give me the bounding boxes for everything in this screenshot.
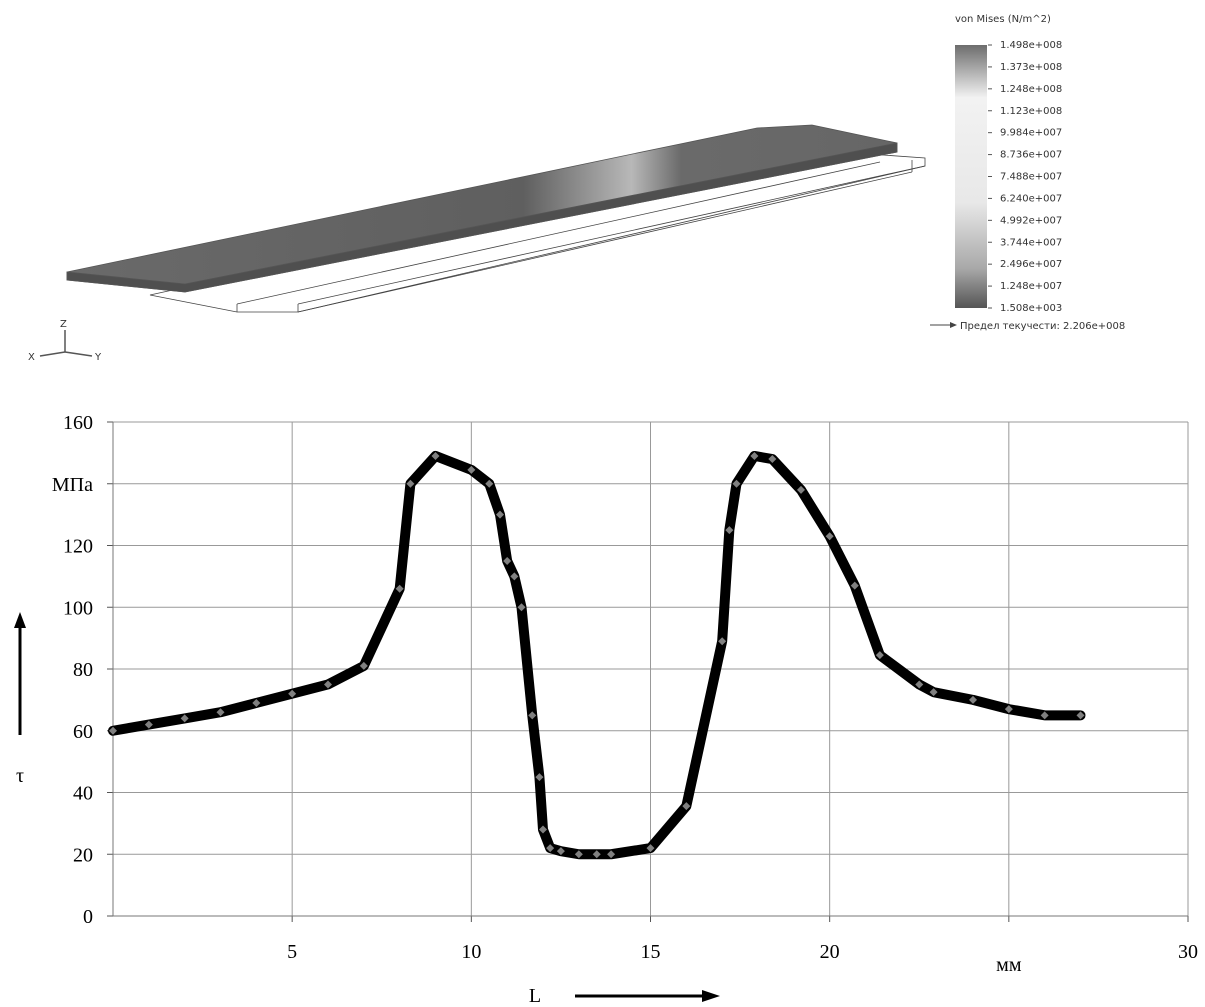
y-tick-label: 120 — [63, 536, 93, 558]
y-axis-label: τ — [16, 765, 24, 787]
legend-label: 9.984e+007 — [1000, 128, 1062, 139]
axis-triad — [40, 330, 92, 356]
legend-label: 1.508e+003 — [1000, 303, 1062, 314]
legend-label: 7.488e+007 — [1000, 172, 1062, 183]
chart: 0 20 40 60 80 100 120 МПа 160 5 10 15 20 мм 30 — [52, 412, 1198, 976]
y-tick-label: 80 — [73, 659, 93, 681]
legend-label: 3.744e+007 — [1000, 237, 1062, 248]
triad-label: X — [28, 352, 35, 363]
page: Z X Y von Mises (N/m^2) 1.498e+008 1.373e… — [0, 0, 1205, 1007]
x-tick-label: 20 — [820, 941, 840, 963]
x-tick-label: мм — [996, 954, 1022, 976]
series-line — [113, 456, 1081, 854]
legend-label: 6.240e+007 — [1000, 193, 1062, 204]
x-tick-label: 5 — [287, 941, 297, 963]
yield-arrow-head — [950, 322, 957, 328]
fea-model — [67, 125, 925, 312]
color-bar — [955, 45, 987, 308]
y-tick-label: 20 — [73, 844, 93, 866]
yield-label: Предел текучести: 2.206e+008 — [960, 321, 1125, 332]
x-tick-label: 30 — [1178, 941, 1198, 963]
y-tick-label: 160 — [63, 412, 93, 434]
legend-label: 1.248e+007 — [1000, 281, 1062, 292]
legend-label: 4.992e+007 — [1000, 215, 1062, 226]
triad-label: Y — [94, 352, 102, 363]
y-arrow-head — [14, 612, 26, 628]
legend-labels: 1.498e+008 1.373e+008 1.248e+008 1.123e+008… — [988, 40, 1062, 314]
legend-label: 1.123e+008 — [1000, 106, 1062, 117]
y-tick-label: 60 — [73, 721, 93, 743]
y-tick-label: 0 — [83, 906, 93, 928]
y-tick-label: МПа — [52, 474, 93, 496]
legend-label: 2.496e+007 — [1000, 259, 1062, 270]
legend-title: von Mises (N/m^2) — [955, 14, 1051, 25]
x-arrow-head — [702, 990, 720, 1002]
y-tick-label: 100 — [63, 597, 93, 619]
x-tick-label: 10 — [461, 941, 481, 963]
legend-label: 1.373e+008 — [1000, 62, 1062, 73]
legend-label: 1.248e+008 — [1000, 84, 1062, 95]
legend-label: 1.498e+008 — [1000, 40, 1062, 51]
legend-label: 8.736e+007 — [1000, 150, 1062, 161]
x-axis-label: L — [529, 985, 541, 1007]
triad-label: Z — [60, 319, 67, 330]
figure: Z X Y von Mises (N/m^2) 1.498e+008 1.373e… — [0, 0, 1205, 1007]
y-tick-label: 40 — [73, 783, 93, 805]
x-tick-label: 15 — [641, 941, 661, 963]
